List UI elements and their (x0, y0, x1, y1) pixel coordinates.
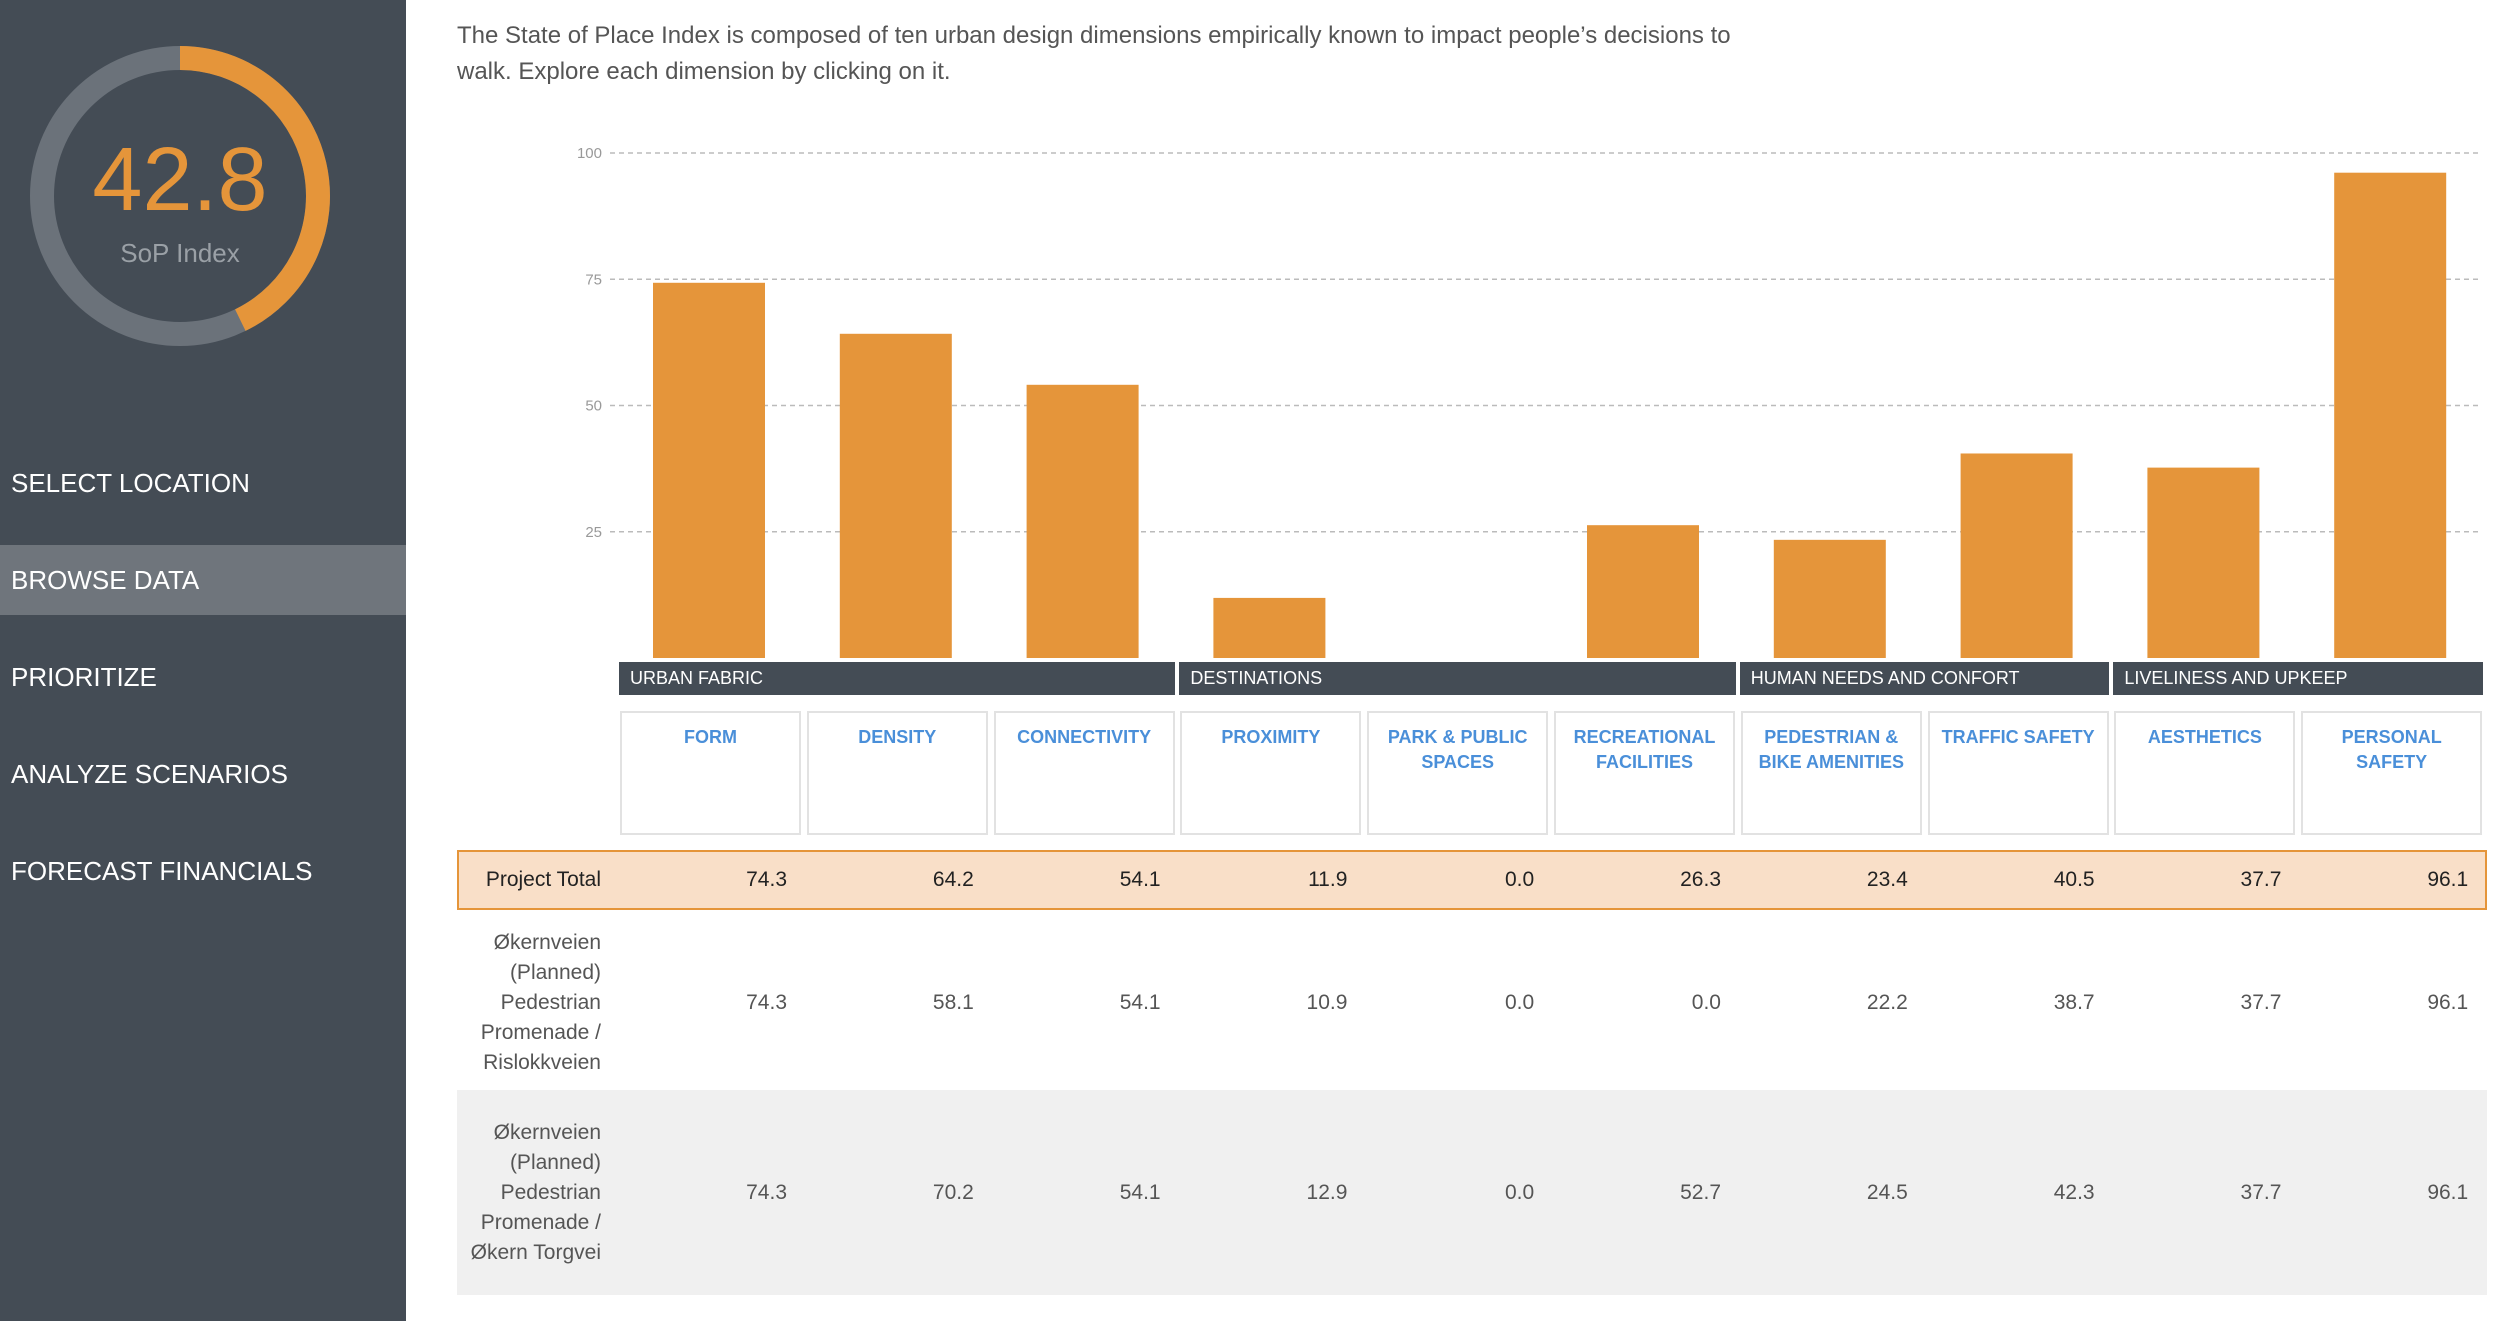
table-cell: 52.7 (1680, 1181, 1721, 1204)
intro-text: The State of Place Index is composed of … (457, 22, 1731, 85)
score-arc (179, 46, 330, 331)
category-card[interactable]: PARK & PUBLIC SPACES (1367, 711, 1549, 835)
category-card[interactable]: PROXIMITY (1180, 711, 1362, 835)
category-card[interactable]: CONNECTIVITY (993, 711, 1175, 835)
bar (1960, 453, 2073, 658)
table-cell: 54.1 (1119, 868, 1161, 891)
score-label: SoP Index (120, 238, 240, 268)
table-cell: 54.1 (1119, 1181, 1161, 1204)
bar (2147, 467, 2260, 658)
table-row[interactable] (457, 1090, 2487, 1295)
category-card[interactable]: PEDESTRIAN & BIKE AMENITIES (1740, 711, 1922, 835)
table-row[interactable] (457, 850, 2487, 910)
nav-item[interactable]: BROWSE DATA (0, 545, 406, 615)
table-cell: 10.9 (1306, 991, 1348, 1014)
table-cell: 58.1 (932, 991, 974, 1014)
category-card[interactable]: FORM (620, 711, 801, 835)
bar (839, 333, 952, 658)
y-tick-label: 100 (577, 145, 602, 162)
table-cell: 70.2 (932, 1181, 974, 1204)
table-cell: 38.7 (2053, 991, 2095, 1014)
nav-item[interactable]: FORECAST FINANCIALS (11, 856, 313, 886)
table-cell: 0.0 (1504, 991, 1535, 1014)
table-cell: 74.3 (746, 868, 787, 891)
group-header: DESTINATIONS (1179, 662, 1736, 695)
nav-item[interactable]: SELECT LOCATION (11, 468, 250, 498)
row-label: Økernveien (Planned) Pedestrian Promenad… (470, 1120, 601, 1264)
category-card[interactable]: TRAFFIC SAFETY (1927, 711, 2109, 835)
category-card[interactable]: AESTHETICS (2114, 711, 2296, 835)
table-cell: 42.3 (2053, 1181, 2095, 1204)
sidebar (0, 0, 406, 1321)
group-header: HUMAN NEEDS AND CONFORT (1739, 662, 2110, 695)
table-cell: 23.4 (1866, 868, 1908, 891)
row-label: Økernveien (Planned) Pedestrian Promenad… (480, 931, 601, 1074)
y-tick-label: 25 (585, 524, 602, 541)
table-cell: 54.1 (1119, 991, 1161, 1014)
row-label: Project Total (485, 868, 601, 891)
group-header: URBAN FABRIC (619, 662, 1176, 695)
table-cell: 96.1 (2427, 1181, 2469, 1204)
table-cell: 37.7 (2240, 868, 2282, 891)
group-header: LIVELINESS AND UPKEEP (2113, 662, 2483, 695)
table-cell: 40.5 (2053, 868, 2095, 891)
bar (653, 282, 765, 658)
table-cell: 37.7 (2240, 1181, 2282, 1204)
table-cell: 0.0 (1504, 1181, 1535, 1204)
category-card[interactable]: PERSONAL SAFETY (2301, 711, 2483, 835)
category-card[interactable]: RECREATIONAL FACILITIES (1554, 711, 1735, 835)
table-cell: 11.9 (1308, 868, 1348, 891)
bar (1773, 539, 1886, 658)
nav-item[interactable]: PRIORITIZE (11, 662, 157, 692)
table-cell: 0.0 (1691, 991, 1721, 1014)
y-tick-label: 75 (585, 271, 602, 288)
table-cell: 74.3 (746, 1181, 787, 1204)
table-cell: 96.1 (2427, 868, 2469, 891)
table-cell: 22.2 (1866, 991, 1908, 1014)
y-tick-label: 50 (585, 398, 602, 415)
bar (1213, 597, 1326, 658)
table-row[interactable] (457, 917, 2487, 1089)
table-cell: 12.9 (1306, 1181, 1348, 1204)
score-value: 42.8 (92, 130, 267, 230)
bar (1026, 384, 1139, 658)
table-cell: 26.3 (1680, 868, 1721, 891)
table-cell: 74.3 (746, 991, 787, 1014)
table-cell: 64.2 (932, 868, 974, 891)
bar (1587, 525, 1699, 658)
table-cell: 37.7 (2240, 991, 2282, 1014)
nav-item[interactable]: ANALYZE SCENARIOS (11, 759, 288, 789)
bar (2334, 172, 2447, 658)
category-card[interactable]: DENSITY (806, 711, 988, 835)
table-cell: 96.1 (2427, 991, 2469, 1014)
table-cell: 0.0 (1504, 868, 1535, 891)
table-cell: 24.5 (1866, 1181, 1908, 1204)
